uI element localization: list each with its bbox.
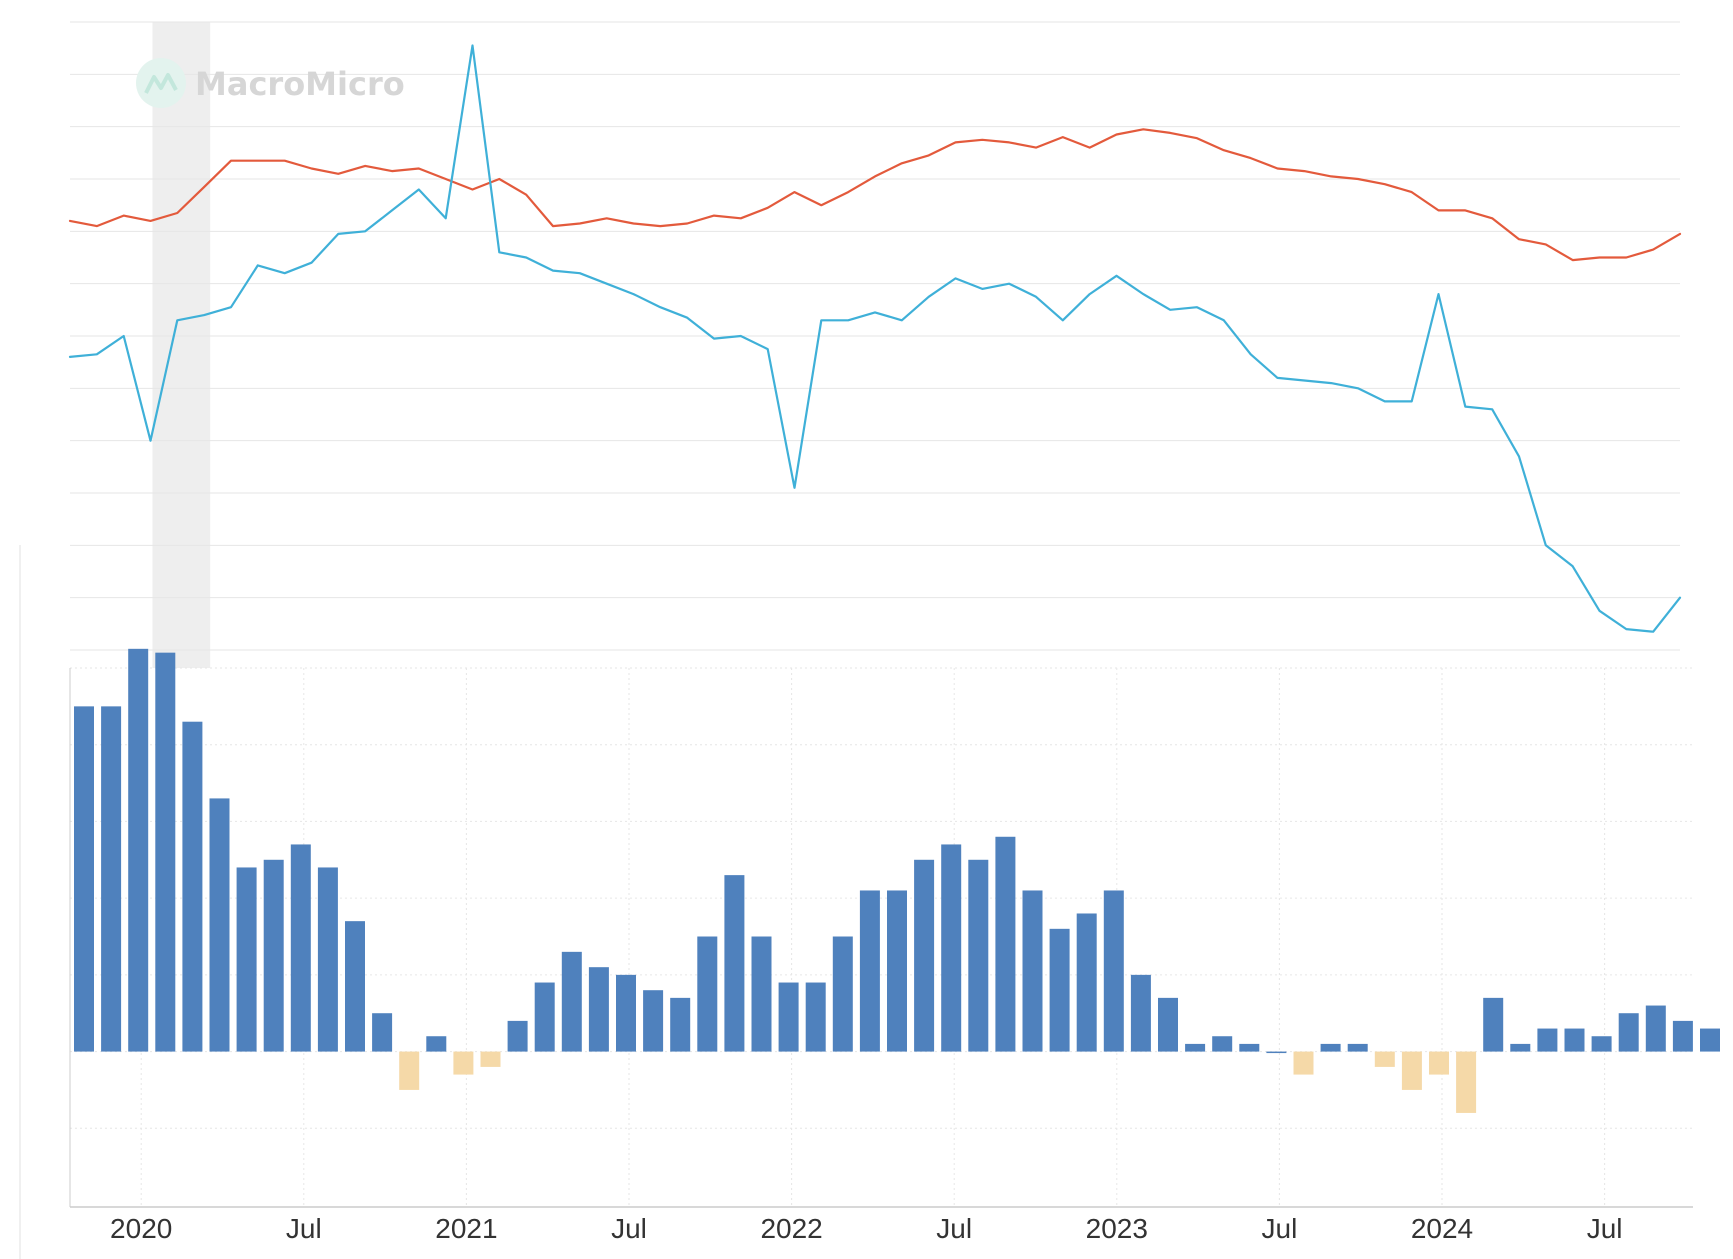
bar[interactable] xyxy=(832,936,853,1052)
recession-band xyxy=(152,22,211,668)
bar[interactable] xyxy=(561,951,582,1052)
x-tick-label: Jul xyxy=(1262,1213,1298,1244)
bar[interactable] xyxy=(1293,1051,1314,1075)
x-tick-label: 2021 xyxy=(435,1213,497,1244)
bar[interactable] xyxy=(209,798,230,1052)
bar[interactable] xyxy=(101,706,122,1052)
bar[interactable] xyxy=(1429,1051,1449,1075)
bar[interactable] xyxy=(1374,1051,1395,1067)
bar[interactable] xyxy=(724,875,745,1052)
series-line-red[interactable] xyxy=(68,128,1682,262)
bar[interactable] xyxy=(345,921,365,1052)
bar[interactable] xyxy=(1347,1043,1368,1052)
bar[interactable] xyxy=(426,1036,447,1052)
bar[interactable] xyxy=(1266,1051,1287,1054)
x-tick-label: Jul xyxy=(611,1213,647,1244)
bar[interactable] xyxy=(453,1051,474,1075)
grid-layer xyxy=(19,21,1693,1259)
bar[interactable] xyxy=(616,974,636,1052)
bar[interactable] xyxy=(263,859,284,1052)
bar[interactable] xyxy=(1483,997,1504,1052)
bar[interactable] xyxy=(778,982,799,1052)
bar[interactable] xyxy=(155,652,176,1052)
bar[interactable] xyxy=(1130,974,1151,1052)
bar[interactable] xyxy=(128,648,149,1052)
bar[interactable] xyxy=(317,867,338,1052)
bar[interactable] xyxy=(1591,1036,1612,1052)
x-tick-label: Jul xyxy=(286,1213,322,1244)
bar[interactable] xyxy=(1049,928,1070,1052)
bar[interactable] xyxy=(1537,1028,1558,1052)
macromicro-logo-icon xyxy=(136,58,186,108)
bar[interactable] xyxy=(1700,1028,1720,1052)
x-tick-label: Jul xyxy=(936,1213,972,1244)
watermark: MacroMicro xyxy=(136,58,405,108)
bar[interactable] xyxy=(995,836,1016,1052)
watermark-text: MacroMicro xyxy=(195,65,405,103)
bar[interactable] xyxy=(859,890,880,1052)
bar[interactable] xyxy=(1076,913,1097,1052)
x-tick-label: 2023 xyxy=(1086,1213,1148,1244)
bars-layer xyxy=(74,648,1720,1113)
bar[interactable] xyxy=(1564,1028,1585,1052)
bar[interactable] xyxy=(1510,1043,1531,1052)
x-tick-label: 2024 xyxy=(1411,1213,1473,1244)
bar[interactable] xyxy=(507,1020,528,1052)
bar[interactable] xyxy=(1158,997,1178,1052)
bar[interactable] xyxy=(751,936,772,1052)
bar[interactable] xyxy=(1239,1043,1260,1052)
bar[interactable] xyxy=(914,859,935,1052)
bar[interactable] xyxy=(74,706,94,1052)
bar[interactable] xyxy=(1022,890,1043,1052)
bar[interactable] xyxy=(399,1051,420,1090)
bar[interactable] xyxy=(534,982,555,1052)
bar[interactable] xyxy=(1456,1051,1477,1113)
bar[interactable] xyxy=(670,997,691,1052)
bar[interactable] xyxy=(182,721,203,1052)
bar[interactable] xyxy=(372,1013,393,1052)
series-line-blue[interactable] xyxy=(68,44,1682,633)
recession-layer xyxy=(152,22,211,668)
x-tick-label: Jul xyxy=(1587,1213,1623,1244)
bar[interactable] xyxy=(1320,1043,1341,1052)
bar[interactable] xyxy=(588,967,609,1052)
bar[interactable] xyxy=(887,890,907,1052)
x-tick-label: 2022 xyxy=(760,1213,822,1244)
bar[interactable] xyxy=(480,1051,501,1067)
bar[interactable] xyxy=(236,867,257,1052)
bar[interactable] xyxy=(1645,1005,1666,1052)
bar[interactable] xyxy=(290,844,311,1052)
bar[interactable] xyxy=(697,936,718,1052)
axis-layer: 2020 Jul 2021 Jul 2022 Jul 2023 Jul 2024 Jul xyxy=(70,1206,1693,1244)
bar[interactable] xyxy=(941,844,962,1052)
bar[interactable] xyxy=(805,982,826,1052)
x-tick-label: 2020 xyxy=(110,1213,172,1244)
bar[interactable] xyxy=(1103,890,1124,1052)
bar[interactable] xyxy=(1672,1020,1693,1052)
bar[interactable] xyxy=(1185,1043,1206,1052)
bar[interactable] xyxy=(1212,1036,1233,1052)
bar[interactable] xyxy=(1401,1051,1422,1090)
bar[interactable] xyxy=(968,859,989,1052)
lines-layer xyxy=(68,44,1682,633)
bar[interactable] xyxy=(1618,1013,1639,1052)
bar[interactable] xyxy=(643,990,664,1052)
